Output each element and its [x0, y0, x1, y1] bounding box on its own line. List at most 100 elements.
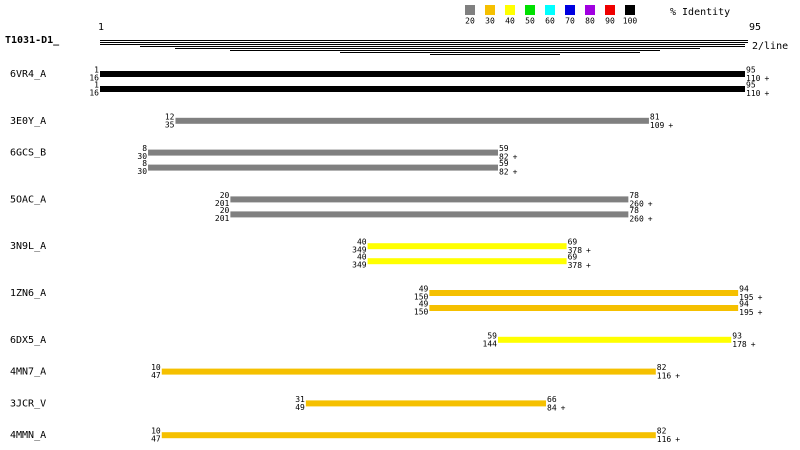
s-end: 82 + — [499, 152, 518, 161]
hit-name: 5OAC_A — [10, 194, 46, 205]
strand: + — [764, 74, 769, 83]
s-end-value: 260 — [629, 199, 644, 208]
q-start: 49 — [419, 285, 429, 294]
legend-swatch — [465, 5, 475, 15]
s-end-value: 110 — [746, 74, 761, 83]
s-end: 378 + — [568, 261, 591, 270]
s-end: 195 + — [739, 293, 762, 302]
s-start: 349 — [352, 261, 367, 270]
hit-name: 1ZN6_A — [10, 288, 46, 299]
q-start: 10 — [151, 363, 161, 372]
strand: + — [648, 214, 653, 223]
q-end: 78 — [629, 206, 639, 215]
s-start: 144 — [483, 339, 498, 348]
q-end: 78 — [629, 191, 639, 200]
legend-label: 90 — [605, 17, 615, 26]
s-start: 16 — [89, 74, 99, 83]
strand: + — [758, 308, 763, 317]
s-end-value: 109 — [650, 120, 665, 129]
alignment-bar — [230, 196, 629, 203]
s-end-value: 84 — [547, 403, 557, 412]
hit-name: 6GCS_B — [10, 148, 46, 159]
strand: + — [751, 339, 756, 348]
s-start: 349 — [352, 246, 367, 255]
s-end-value: 116 — [657, 435, 672, 444]
legend-swatch — [625, 5, 635, 15]
s-start: 201 — [215, 199, 230, 208]
q-end: 95 — [746, 81, 756, 90]
hit-name: 4MN7_A — [10, 367, 46, 378]
legend-swatch — [545, 5, 555, 15]
s-end: 116 + — [657, 435, 680, 444]
s-end: 84 + — [547, 403, 566, 412]
s-end: 260 + — [629, 214, 652, 223]
legend-swatch — [585, 5, 595, 15]
scale-end: 95 — [749, 22, 761, 33]
q-end: 69 — [568, 238, 578, 247]
s-end: 260 + — [629, 199, 652, 208]
q-start: 8 — [142, 159, 147, 168]
q-end: 59 — [499, 159, 509, 168]
alignment-bar — [497, 336, 732, 343]
alignment-bar — [367, 243, 567, 250]
legend-swatch — [605, 5, 615, 15]
alignment-bar — [230, 211, 629, 218]
scale-start: 1 — [98, 22, 104, 33]
coverage-lines — [100, 40, 748, 55]
query-name: T1031-D1_ — [5, 35, 60, 46]
q-end: 94 — [739, 285, 749, 294]
per-line: 2/line — [752, 41, 788, 52]
s-end: 110 + — [746, 74, 769, 83]
strand: + — [675, 371, 680, 380]
q-start: 59 — [487, 331, 497, 340]
legend-swatch — [525, 5, 535, 15]
q-end: 69 — [568, 253, 578, 262]
legend-label: 20 — [465, 17, 475, 26]
q-start: 40 — [357, 238, 367, 247]
alignment-bar — [100, 86, 745, 92]
s-end-value: 260 — [629, 214, 644, 223]
legend-label: 80 — [585, 17, 595, 26]
q-start: 20 — [220, 206, 230, 215]
s-start: 49 — [295, 403, 305, 412]
q-end: 81 — [650, 112, 660, 121]
s-end-value: 195 — [739, 308, 754, 317]
s-end-value: 378 — [568, 261, 583, 270]
s-end: 116 + — [657, 371, 680, 380]
s-start: 201 — [215, 214, 230, 223]
s-end-value: 82 — [499, 167, 509, 176]
strand: + — [668, 120, 673, 129]
alignment-bar — [429, 290, 739, 296]
strand: + — [513, 152, 518, 161]
strand: + — [586, 246, 591, 255]
s-start: 150 — [414, 293, 429, 302]
q-start: 10 — [151, 427, 161, 436]
q-end: 82 — [657, 363, 667, 372]
legend-swatch — [485, 5, 495, 15]
alignment-bar — [148, 149, 498, 156]
s-start: 30 — [137, 167, 147, 176]
q-end: 93 — [732, 331, 742, 340]
s-end: 378 + — [568, 246, 591, 255]
legend-label: 50 — [525, 17, 535, 26]
s-start: 47 — [151, 435, 161, 444]
q-end: 66 — [547, 395, 557, 404]
s-end-value: 82 — [499, 152, 509, 161]
s-start: 16 — [89, 89, 99, 98]
s-start: 150 — [414, 308, 429, 317]
s-start: 47 — [151, 371, 161, 380]
q-end: 59 — [499, 144, 509, 153]
legend-label: 100 — [623, 17, 638, 26]
q-end: 95 — [746, 66, 756, 75]
s-start: 30 — [137, 152, 147, 161]
s-end: 82 + — [499, 167, 518, 176]
q-start: 31 — [295, 395, 305, 404]
hit-name: 4MMN_A — [10, 430, 46, 441]
legend-label: 60 — [545, 17, 555, 26]
legend-swatch — [565, 5, 575, 15]
strand: + — [758, 293, 763, 302]
q-start: 1 — [94, 81, 99, 90]
s-end-value: 110 — [746, 89, 761, 98]
hit-name: 3JCR_V — [10, 398, 46, 409]
